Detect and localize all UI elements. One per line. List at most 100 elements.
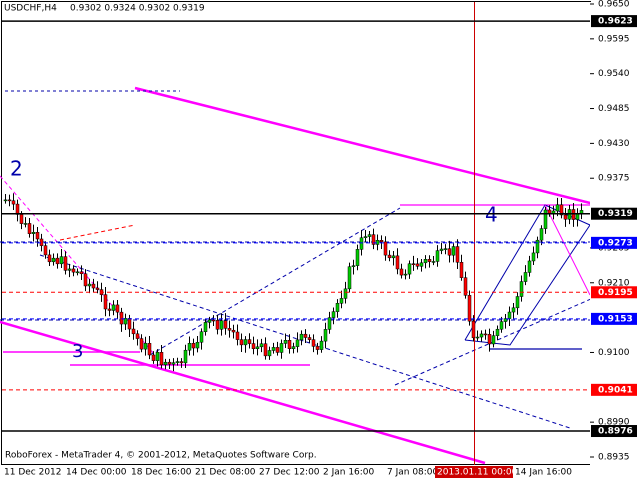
level-label: 0.9319 xyxy=(598,209,633,219)
candle-body xyxy=(395,255,400,270)
candle-body xyxy=(323,329,328,342)
candle-body xyxy=(95,287,100,290)
candle-body xyxy=(195,341,200,349)
level-label: 0.9041 xyxy=(598,385,633,395)
candle-body xyxy=(35,232,40,240)
candle-body xyxy=(51,257,56,263)
time-label: 18 Dec 16:00 xyxy=(131,468,192,478)
candle-body xyxy=(391,255,396,259)
candle-body xyxy=(487,334,492,345)
price-tick-label: 0.9540 xyxy=(598,69,630,79)
footer: RoboForex - MetaTrader 4, © 2001-2012, M… xyxy=(5,451,317,461)
time-label: 2013.01.11 00:00 xyxy=(437,468,518,478)
candle-body xyxy=(163,361,168,366)
price-tick-label: 0.9485 xyxy=(598,104,630,114)
dashed-line xyxy=(149,207,401,356)
price-tick-label: 0.9650 xyxy=(598,0,630,10)
candle-body xyxy=(503,318,508,322)
level-tag xyxy=(591,425,637,438)
candle-body xyxy=(271,347,276,351)
candle-body xyxy=(491,335,496,345)
candle-body xyxy=(39,238,44,246)
candle-body xyxy=(303,333,308,338)
candle-body xyxy=(219,320,224,330)
candle-body xyxy=(75,271,80,274)
candle-body xyxy=(371,234,376,245)
ohlc: 0.9302 0.9324 0.9302 0.9319 xyxy=(70,4,205,14)
candle-body xyxy=(211,319,216,322)
candle-body xyxy=(447,248,452,256)
candle-body xyxy=(431,261,436,263)
candle-body xyxy=(27,223,32,234)
trend-line xyxy=(0,320,486,465)
level-tag xyxy=(591,383,637,396)
candle-body xyxy=(3,199,8,202)
candle-body xyxy=(11,200,16,205)
candle-body xyxy=(191,343,196,349)
candle-body xyxy=(259,343,264,348)
candle-body xyxy=(383,241,388,256)
candle-body xyxy=(71,268,76,273)
candle-body xyxy=(499,321,504,330)
candle-body xyxy=(439,248,444,251)
candle-body xyxy=(199,331,204,343)
candle-body xyxy=(279,343,284,353)
candle-body xyxy=(167,361,172,365)
candle-body xyxy=(215,320,220,330)
candle-body xyxy=(63,256,68,271)
candle-body xyxy=(399,268,404,276)
candle-body xyxy=(467,295,472,322)
candle-body xyxy=(351,265,356,267)
level-label: 0.9273 xyxy=(598,238,633,248)
candle-body xyxy=(527,260,532,273)
candle-body xyxy=(559,204,564,216)
candle-body xyxy=(307,337,312,340)
candle-body xyxy=(123,318,128,325)
price-tick-label: 0.9430 xyxy=(598,139,630,149)
candle-body xyxy=(119,311,124,325)
dashed-line xyxy=(59,224,136,241)
candle-body xyxy=(539,228,544,241)
candle-body xyxy=(83,273,88,287)
time-label: 27 Dec 12:00 xyxy=(259,468,320,478)
candle-body xyxy=(31,232,36,234)
candle-body xyxy=(139,338,144,350)
candle-body xyxy=(563,214,568,220)
candle-body xyxy=(135,333,140,339)
candle-body xyxy=(479,333,484,338)
candle-body xyxy=(159,352,164,366)
candle-body xyxy=(455,246,460,263)
candle-body xyxy=(419,262,424,267)
candle-body xyxy=(411,263,416,265)
candle-body xyxy=(115,304,120,313)
candle-body xyxy=(519,281,524,297)
candle-body xyxy=(331,311,336,318)
candle-body xyxy=(247,339,252,344)
candle-body xyxy=(283,340,288,344)
candle-body xyxy=(143,343,148,350)
price-tick-label: 0.9375 xyxy=(598,174,630,184)
candle-body xyxy=(415,263,420,267)
level-tag xyxy=(591,236,637,249)
time-label: 14 Dec 00:00 xyxy=(66,468,127,478)
candle-body xyxy=(363,236,368,238)
candle-body xyxy=(131,328,136,335)
symbol: USDCHF,H4 xyxy=(4,4,57,14)
time-tag xyxy=(435,466,513,478)
candle-body xyxy=(127,318,132,330)
candle-body xyxy=(151,354,156,361)
candle-body xyxy=(23,223,28,225)
candle-body xyxy=(335,303,340,312)
candle-body xyxy=(287,340,292,349)
trend-line xyxy=(134,86,599,207)
price-tick-label: 0.9100 xyxy=(598,348,630,358)
candle-body xyxy=(263,343,268,357)
candle-body xyxy=(187,343,192,351)
candle-body xyxy=(407,263,412,275)
level-tag xyxy=(591,15,637,28)
candle-body xyxy=(355,249,360,266)
candle-body xyxy=(79,271,84,275)
candle-body xyxy=(523,272,528,282)
